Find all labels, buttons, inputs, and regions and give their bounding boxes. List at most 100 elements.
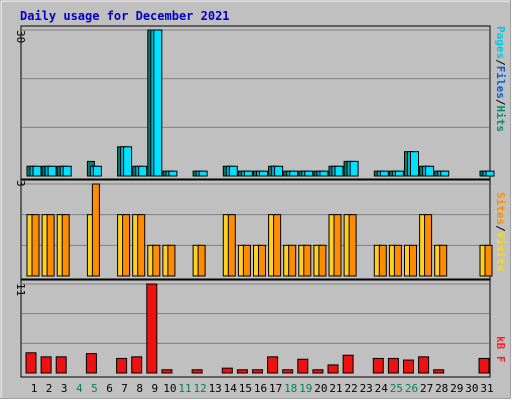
bar-pages-day-20 [319, 170, 329, 177]
bar-kb-f-day-undefined [433, 369, 445, 374]
x-tick-label: 29 [450, 382, 463, 395]
x-tick-label: 12 [193, 382, 206, 395]
x-tick-label: 20 [314, 382, 327, 395]
y-tick-label-3: 11 [14, 283, 27, 296]
legend-entry: / [494, 59, 507, 66]
legend-entry: Files [494, 66, 507, 99]
bar-kb-f-day-undefined [40, 356, 52, 374]
bar-kb-f-day-undefined [342, 354, 354, 374]
x-tick-label: 16 [254, 382, 267, 395]
bar-sites-day-undefined [46, 214, 55, 277]
bar-sites-day-undefined [91, 183, 100, 277]
legend-entry: Hits [494, 106, 507, 133]
bar-kb-f-day-undefined [403, 359, 414, 374]
x-tick-label: 3 [61, 382, 68, 395]
x-tick-label: 11 [178, 382, 191, 395]
bar-kb-f-day-undefined [146, 283, 158, 374]
bar-kb-f-day-undefined [252, 369, 263, 374]
x-tick-label: 28 [435, 382, 448, 395]
x-tick-label: 4 [76, 382, 83, 395]
bar-kb-f-day-undefined [297, 358, 309, 374]
bars-3 [25, 283, 490, 374]
bar-sites-day-undefined [122, 214, 131, 277]
x-tick-label: 31 [480, 382, 493, 395]
chart-title: Daily usage for December 2021 [20, 9, 230, 23]
bar-pages-day-16 [259, 170, 268, 177]
bar-sites-day-undefined [409, 244, 417, 277]
x-tick-label: 9 [151, 382, 158, 395]
bar-sites-day-undefined [61, 214, 70, 277]
bar-sites-day-undefined [393, 244, 402, 277]
x-tick-label: 13 [209, 382, 222, 395]
legend-entry: Pages [494, 26, 507, 59]
bar-kb-f-day-undefined [282, 369, 294, 374]
bar-pages-day-5 [92, 165, 102, 177]
bar-sites-day-undefined [318, 244, 327, 277]
bar-sites-day-undefined [348, 214, 357, 277]
bar-kb-f-day-undefined [221, 367, 233, 374]
panel-kb-files: 11 kB F [14, 279, 507, 378]
bar-kb-f-day-undefined [191, 369, 203, 374]
bar-sites-day-undefined [288, 244, 297, 277]
bar-kb-f-day-undefined [418, 356, 430, 374]
bar-sites-day-undefined [167, 244, 176, 277]
x-tick-label: 19 [299, 382, 312, 395]
bar-sites-day-undefined [439, 244, 448, 277]
bar-kb-f-day-undefined [85, 353, 97, 374]
bar-pages-day-10 [168, 170, 178, 177]
x-tick-label: 17 [269, 382, 282, 395]
bar-kb-f-day-undefined [267, 356, 279, 374]
plot-area-1 [20, 25, 491, 180]
bar-pages-day-3 [62, 165, 72, 177]
bar-pages-day-25 [394, 170, 404, 177]
bar-kb-f-day-undefined [478, 357, 490, 374]
bar-pages-day-7 [123, 146, 133, 177]
x-tick-label: 30 [465, 382, 478, 395]
bar-sites-day-undefined [31, 214, 40, 277]
legend-2: Sites/Visits [494, 192, 507, 272]
gridlines-1 [22, 29, 489, 128]
panel-sites-visits: 3 Sites/Visits [14, 179, 507, 280]
x-tick-label: 27 [420, 382, 433, 395]
panel-pages-files-hits: 30 Pages/Files/Hits [14, 25, 507, 180]
bar-pages-day-17 [274, 165, 284, 177]
x-tick-label: 7 [121, 382, 128, 395]
x-tick-label: 2 [46, 382, 53, 395]
x-tick-label: 18 [284, 382, 297, 395]
x-tick-label: 26 [405, 382, 418, 395]
bar-pages-day-1 [32, 165, 42, 177]
legend-entry: Sites [494, 192, 507, 225]
bar-kb-f-day-undefined [327, 364, 339, 374]
legend-entry: kB F [494, 336, 507, 363]
y-tick-label-1: 30 [14, 30, 27, 43]
bar-pages-day-28 [440, 170, 450, 177]
x-tick-label: 15 [239, 382, 252, 395]
bar-pages-day-27 [425, 165, 435, 177]
bar-sites-day-undefined [197, 244, 206, 277]
bar-pages-day-21 [334, 165, 344, 177]
bar-sites-day-undefined [137, 214, 146, 277]
bar-kb-f-day-undefined [116, 357, 128, 374]
bar-kb-f-day-undefined [236, 369, 248, 374]
x-tick-label: 25 [390, 382, 403, 395]
bar-sites-day-undefined [227, 214, 236, 277]
bar-pages-day-2 [47, 165, 57, 177]
bar-pages-day-22 [349, 160, 359, 177]
x-tick-label: 23 [360, 382, 373, 395]
bar-sites-day-undefined [242, 244, 251, 277]
bar-pages-day-9 [153, 29, 163, 177]
bar-pages-day-24 [379, 170, 389, 177]
bar-pages-day-14 [228, 165, 238, 177]
x-axis-day-labels: 1 2 3 4 5 6 7 8 9 10 11 12 13 14 15 16 17 18 19 20 21 22 23 24 2… [31, 382, 494, 395]
legend-1: Pages/Files/Hits [494, 26, 507, 132]
x-tick-label: 8 [136, 382, 143, 395]
legend-3: kB F [494, 336, 507, 363]
x-tick-label: 21 [329, 382, 342, 395]
bar-sites-day-undefined [152, 244, 161, 277]
bar-kb-f-day-undefined [312, 369, 324, 374]
bar-kb-f-day-undefined [387, 357, 399, 374]
legend-entry: / [494, 225, 507, 232]
bar-sites-day-undefined [303, 244, 312, 277]
bar-pages-day-19 [304, 170, 314, 177]
bar-pages-day-15 [243, 170, 253, 177]
